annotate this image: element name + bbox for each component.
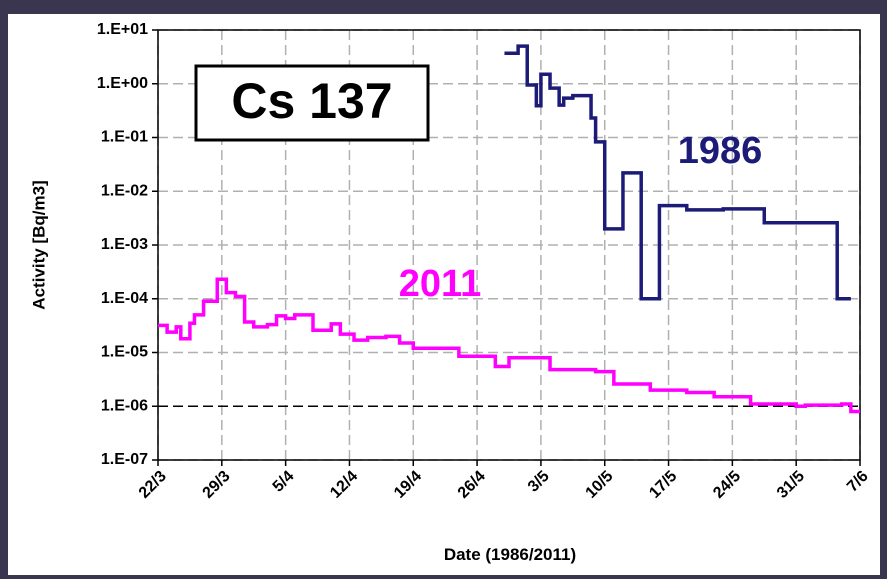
chart-title: Cs 137 [231,73,392,129]
plot-frame [157,29,861,461]
chart-background [8,14,880,575]
y-tick-label: 1.E-04 [101,290,148,307]
series-label: 1986 [678,130,763,172]
x-axis-title: Date (1986/2011) [444,545,576,564]
y-tick-label: 1.E-02 [101,182,148,199]
y-tick-label: 1.E-07 [101,451,148,468]
y-tick-label: 1.E+00 [97,75,148,92]
series-line [158,277,860,414]
series-line [504,44,851,301]
y-tick-label: 1.E-03 [101,236,148,253]
y-tick-label: 1.E-05 [101,344,148,361]
y-axis-title: Activity [Bq/m3] [29,180,48,309]
title-box [194,64,430,142]
y-tick-label: 1.E-01 [101,129,148,146]
series-label: 2011 [399,263,481,305]
y-tick-label: 1.E+01 [97,21,148,38]
y-tick-label: 1.E-06 [101,397,148,414]
